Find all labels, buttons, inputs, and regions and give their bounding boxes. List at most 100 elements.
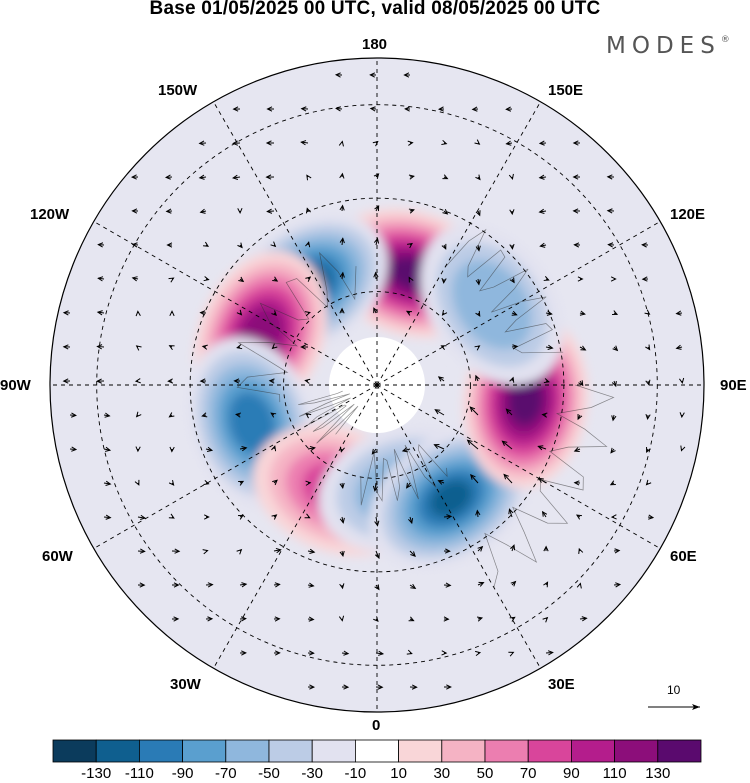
wind-arrow: [271, 343, 278, 350]
wind-arrow: [168, 412, 175, 418]
wind-arrow: [579, 345, 587, 351]
wind-arrow: [471, 106, 479, 112]
wind-arrow: [236, 344, 243, 350]
wind-arrow: [168, 513, 175, 519]
wind-arrow: [237, 208, 243, 214]
wind-arrow: [271, 514, 278, 520]
colorbar-swatch: [484, 739, 529, 763]
wind-arrow: [339, 271, 345, 280]
wind-arrow: [304, 311, 311, 317]
wind-arrow: [334, 72, 343, 78]
wind-arrow: [131, 242, 139, 248]
wind-arrow: [270, 412, 277, 418]
graticule: [50, 58, 704, 712]
wind-arrow: [572, 140, 581, 146]
wind-arrow: [239, 650, 247, 656]
wind-arrow: [238, 276, 245, 283]
wind-arrow: [475, 278, 481, 286]
wind-arrow: [339, 446, 345, 453]
wind-arrow: [268, 378, 275, 384]
wind-arrow: [339, 237, 345, 246]
wind-arrow: [233, 378, 241, 384]
wind-arrow: [273, 650, 281, 656]
wind-arrow: [679, 377, 685, 384]
wind-arrow: [203, 480, 210, 486]
wind-arrow: [613, 582, 622, 588]
wind-arrow: [475, 509, 481, 518]
wind-arrow: [305, 241, 311, 248]
wind-arrow: [369, 106, 377, 112]
wind-arrow: [579, 616, 588, 622]
wind-arrow: [341, 650, 350, 656]
wind-arrow: [477, 581, 485, 587]
wind-arrow: [339, 516, 345, 524]
coastline-segment: [360, 443, 448, 506]
wind-arrow: [307, 616, 315, 622]
wind-arrow: [166, 242, 173, 248]
wind-arrow: [168, 277, 175, 283]
colorbar-tick-label: 10: [390, 765, 407, 782]
wind-arrow: [131, 208, 139, 214]
wind-arrow: [171, 616, 180, 622]
wind-arrow: [96, 310, 105, 316]
colorbar-swatch: [52, 739, 97, 763]
wind-arrow: [475, 174, 481, 181]
wind-arrow: [306, 174, 312, 181]
colorbar-swatch: [311, 739, 356, 763]
wind-arrow: [578, 547, 584, 554]
wind-arrow: [271, 445, 277, 452]
reference-arrow-head: [692, 704, 700, 710]
wind-arrow: [470, 474, 479, 484]
wind-arrow: [339, 204, 345, 212]
colorbar-tick-label: -70: [214, 765, 237, 782]
lon-label-30e: 30E: [548, 676, 575, 693]
wind-arrow: [168, 345, 175, 351]
wind-arrow: [538, 208, 547, 214]
wind-arrow: [203, 514, 210, 520]
colorbar-tick-label: -130: [81, 765, 112, 782]
wind-arrow: [408, 174, 415, 180]
wind-arrow: [62, 344, 71, 350]
colorbar-tick-label: 70: [519, 765, 537, 782]
wind-arrow: [307, 684, 316, 690]
wind-arrow: [305, 207, 311, 214]
colorbar-swatch: [441, 739, 486, 763]
wind-arrow: [442, 174, 449, 180]
wind-arrow: [96, 378, 105, 384]
wind-arrow: [612, 345, 619, 352]
wind-arrow: [265, 174, 275, 180]
wind-arrow: [239, 446, 248, 452]
colorbar-swatch: [268, 739, 313, 763]
wind-arrow: [434, 409, 445, 416]
wind-arrow: [338, 615, 345, 622]
wind-arrow: [69, 412, 77, 418]
reference-vector-label: 10: [667, 683, 681, 697]
wind-arrow: [543, 276, 550, 281]
wind-arrow: [610, 276, 617, 282]
wind-arrow: [401, 447, 411, 453]
wind-arrow: [339, 307, 345, 314]
modes-logo: MODES®: [606, 33, 730, 59]
wind-arrow: [131, 276, 139, 282]
wind-arrow: [307, 582, 315, 588]
lon-label-150w: 150W: [158, 82, 198, 99]
coastline-segment: [236, 251, 357, 403]
wind-arrow: [134, 479, 140, 486]
wind-arrow: [341, 684, 350, 690]
wind-arrow: [543, 545, 549, 552]
wind-arrow: [545, 650, 554, 656]
wind-arrow: [509, 277, 515, 284]
wind-arrow: [508, 651, 515, 657]
anomaly-band: [452, 259, 532, 350]
wind-arrow: [236, 309, 243, 316]
wind-arrow: [503, 473, 513, 484]
wind-arrow: [273, 616, 281, 622]
colorbar-swatch: [614, 739, 659, 763]
wind-arrow: [374, 584, 380, 591]
latitude-circle: [283, 291, 471, 479]
lon-label-120e: 120E: [670, 206, 706, 223]
wind-arrow: [169, 310, 175, 317]
wind-arrow: [135, 446, 141, 453]
wind-arrow: [505, 106, 513, 112]
